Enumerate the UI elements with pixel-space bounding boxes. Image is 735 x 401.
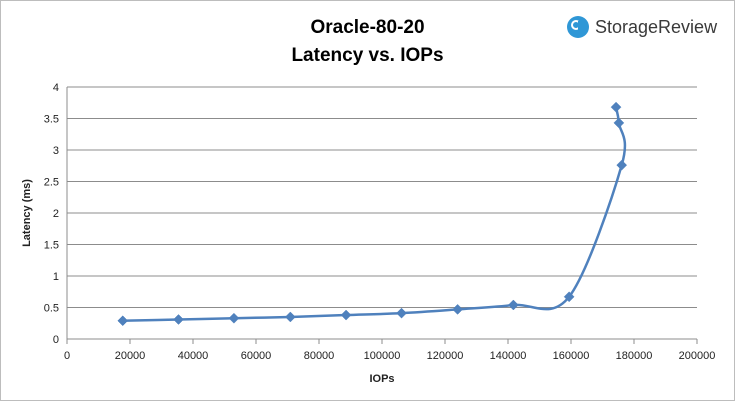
y-tick-label: 3.5 (44, 114, 59, 126)
x-axis-label: IOPs (369, 373, 394, 385)
x-tick-label: 80000 (304, 350, 335, 362)
x-tick-label: 200000 (679, 350, 716, 362)
gridlines (67, 86, 697, 308)
chart-title: Oracle-80-20 (310, 17, 425, 38)
series-line (122, 106, 627, 322)
y-tick-label: 4 (53, 82, 59, 94)
x-tick-label: 60000 (241, 350, 272, 362)
x-tick-label: 140000 (490, 350, 527, 362)
y-tick-label: 1.5 (44, 240, 59, 252)
brand-logo: StorageReview (567, 15, 717, 39)
x-tick-label: 180000 (616, 350, 653, 362)
x-tick-label: 20000 (115, 350, 146, 362)
data-point-marker (396, 307, 407, 319)
y-tick-label: 3 (53, 145, 59, 157)
x-tick-label: 40000 (178, 350, 209, 362)
y-tick-label: 0 (53, 334, 59, 346)
y-tick-label: 0.5 (44, 303, 59, 315)
axes (66, 87, 698, 344)
series-markers (117, 101, 628, 327)
x-tick-label: 160000 (553, 350, 590, 362)
brand-logo-text: StorageReview (595, 16, 718, 37)
storagereview-logo-icon (567, 16, 589, 38)
x-tick-label: 120000 (427, 350, 464, 362)
y-tick-labels: 0 0.5 1 1.5 2 2.5 3 3.5 4 (44, 82, 59, 346)
data-point-marker (563, 291, 575, 303)
data-point-marker (117, 315, 129, 327)
data-point-marker (613, 117, 625, 129)
x-tick-label: 100000 (364, 350, 401, 362)
data-point-marker (228, 312, 240, 324)
data-point-marker (616, 159, 628, 171)
data-point-marker (340, 309, 352, 321)
data-point-marker (173, 314, 184, 325)
y-tick-label: 1 (53, 271, 59, 283)
chart-subtitle: Latency vs. IOPs (291, 45, 444, 66)
y-axis-label: Latency (ms) (21, 179, 33, 247)
x-tick-labels: 0 20000 40000 60000 80000 100000 120000 140000 1… (64, 350, 715, 362)
data-point-marker (610, 101, 622, 113)
data-point-marker (452, 304, 463, 315)
x-tick-label: 0 (64, 350, 70, 362)
data-point-marker (284, 311, 296, 323)
data-point-marker (508, 299, 519, 311)
y-tick-label: 2.5 (44, 177, 59, 189)
y-tick-label: 2 (53, 208, 59, 220)
